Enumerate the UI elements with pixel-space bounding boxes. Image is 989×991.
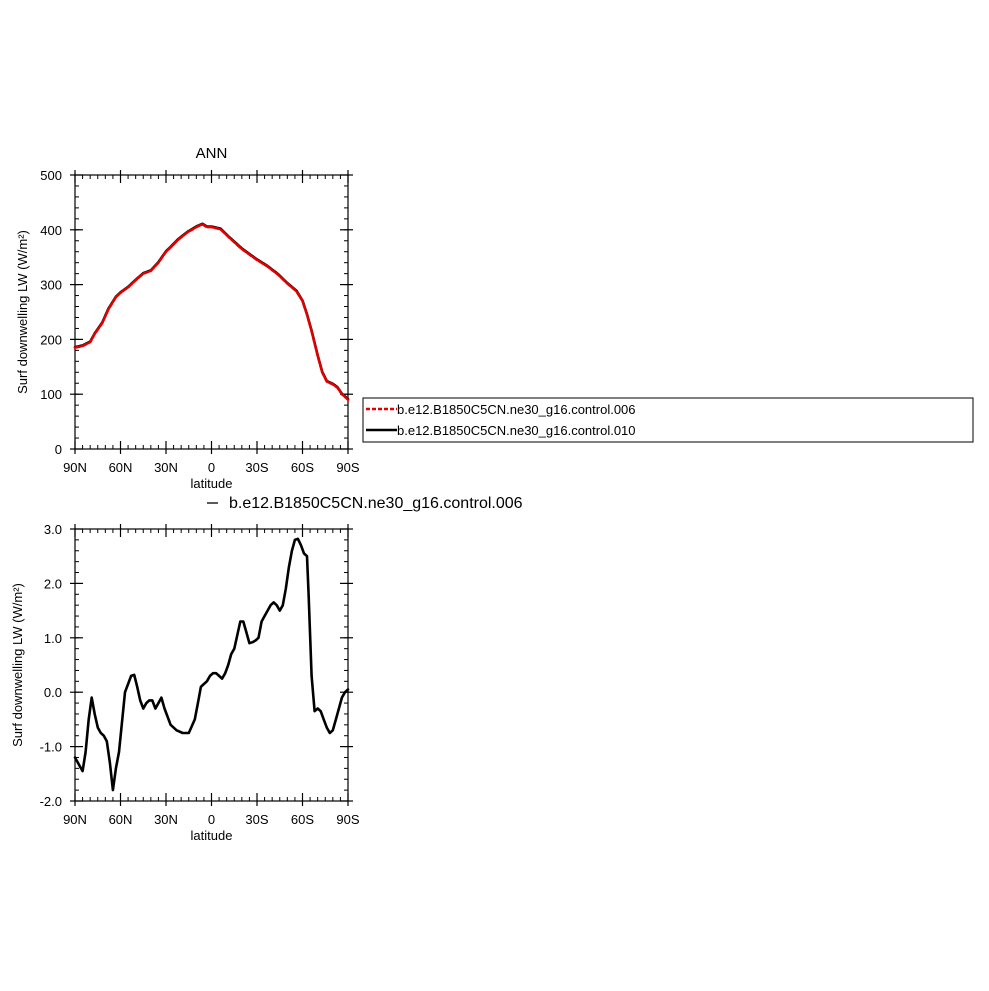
y-tick-label: 2.0	[44, 576, 62, 591]
y-tick-label: 1.0	[44, 631, 62, 646]
y-tick-label: 0.0	[44, 685, 62, 700]
series-line-0	[73, 537, 350, 792]
x-axis-title: latitude	[191, 828, 233, 843]
difference-label-text: b.e12.B1850C5CN.ne30_g16.control.006	[229, 495, 523, 512]
legend-label-0: b.e12.B1850C5CN.ne30_g16.control.006	[397, 402, 636, 417]
x-tick-label: 90N	[63, 460, 87, 475]
y-axis-title: Surf downwelling LW (W/m²)	[10, 583, 25, 747]
y-tick-label: 300	[40, 278, 62, 293]
legend: b.e12.B1850C5CN.ne30_g16.control.006 b.e…	[362, 397, 974, 443]
y-tick-label: 400	[40, 223, 62, 238]
x-tick-label: 90N	[63, 812, 87, 827]
y-tick-label: 100	[40, 387, 62, 402]
y-tick-label: 3.0	[44, 522, 62, 537]
x-tick-label: 60N	[109, 460, 133, 475]
x-tick-label: 30N	[154, 812, 178, 827]
legend-label-1: b.e12.B1850C5CN.ne30_g16.control.010	[397, 423, 636, 438]
series-line-0	[73, 223, 350, 402]
x-tick-label: 30N	[154, 460, 178, 475]
x-axis-title: latitude	[191, 476, 233, 491]
x-tick-label: 0	[208, 460, 215, 475]
y-tick-label: -1.0	[40, 740, 62, 755]
bottom-plot-panel: 90N 60N 30N 0 30S 60S 90S -2.0 -1.0 0.0 1.0 2.0 3.0 l…	[10, 522, 360, 843]
x-tick-label: 90S	[336, 460, 359, 475]
difference-label: b.e12.B1850C5CN.ne30_g16.control.006	[207, 495, 523, 512]
x-tick-label: 30S	[245, 460, 268, 475]
y-tick-label: -2.0	[40, 794, 62, 809]
y-tick-label: 200	[40, 332, 62, 347]
y-axis-title: Surf downwelling LW (W/m²)	[15, 230, 30, 394]
x-tick-label: 0	[208, 812, 215, 827]
chart-title: ANN	[196, 145, 228, 162]
y-tick-label: 500	[40, 168, 62, 183]
x-tick-label: 90S	[336, 812, 359, 827]
top-plot-panel: 90N 60N 30N 0 30S 60S 90S 0 100 200 300 400 500 latit…	[15, 145, 360, 491]
legend-box	[362, 397, 974, 443]
x-tick-label: 60S	[291, 460, 314, 475]
x-tick-label: 30S	[245, 812, 268, 827]
x-tick-label: 60N	[109, 812, 133, 827]
y-tick-label: 0	[55, 442, 62, 457]
x-tick-label: 60S	[291, 812, 314, 827]
